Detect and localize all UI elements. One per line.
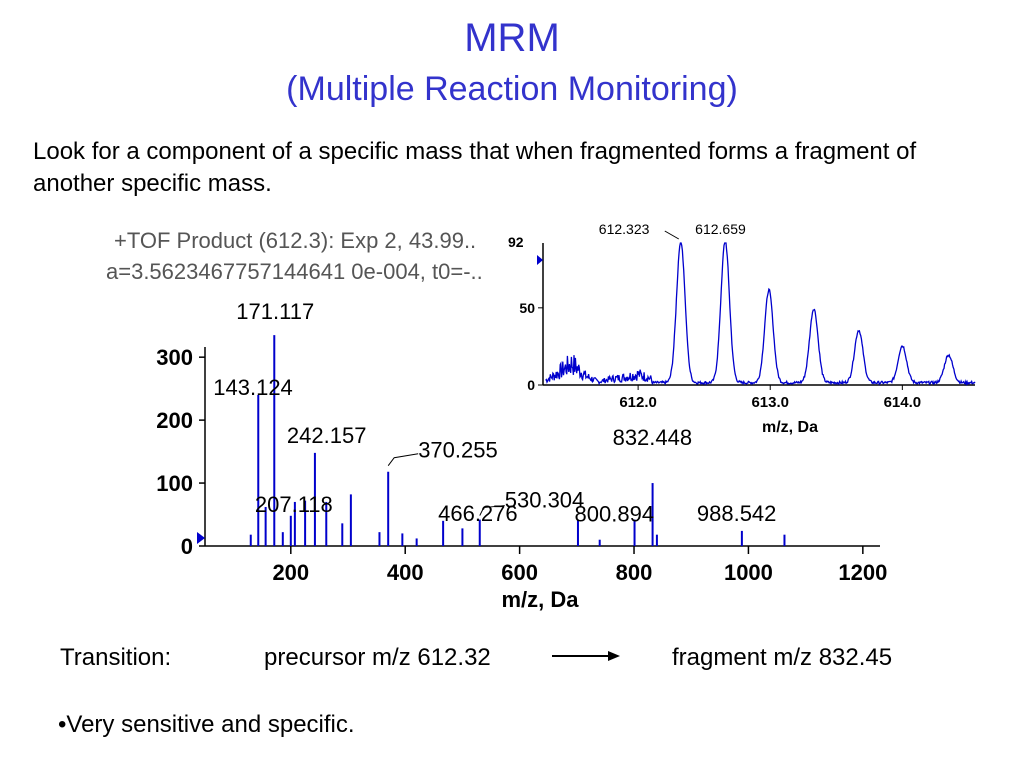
main-x-tick-label: 800 <box>616 560 653 585</box>
main-axis-marker-icon <box>197 532 205 544</box>
inset-peak-label: 612.323 <box>599 221 650 237</box>
fragment-text: fragment m/z 832.45 <box>672 644 893 671</box>
inset-x-tick-label: 614.0 <box>884 394 922 411</box>
label-leader-line <box>479 505 505 516</box>
peak-label: 832.448 <box>613 425 693 450</box>
spectrum-header-line-2: a=3.5623467757144641 0e-004, t0=-.. <box>106 259 483 284</box>
main-x-tick-label: 400 <box>387 560 424 585</box>
inset-x-tick-label: 612.0 <box>619 394 657 411</box>
peak-label: 242.157 <box>287 423 367 448</box>
slide-title: MRM <box>464 16 560 60</box>
product-ion-spectrum: +TOF Product (612.3): Exp 2, 43.99.. a=3… <box>106 228 887 612</box>
inset-x-axis-label: m/z, Da <box>762 419 818 436</box>
spectrum-header-line-1: +TOF Product (612.3): Exp 2, 43.99.. <box>114 228 476 253</box>
peak-label: 800.894 <box>575 502 655 527</box>
inset-x-tick-label: 613.0 <box>751 394 789 411</box>
main-x-tick-label: 1200 <box>838 560 887 585</box>
main-x-tick-label: 1000 <box>724 560 773 585</box>
label-leader-line <box>664 230 680 240</box>
peak-label: 171.117 <box>236 299 314 324</box>
precursor-spectrum-inset: 92 0 50 612.0 613.0 614.0 612.323 612.659 m/z, … <box>508 221 976 436</box>
transition-row: Transition: precursor m/z 612.32 fragmen… <box>60 644 960 674</box>
slide-subtitle: (Multiple Reaction Monitoring) <box>286 70 738 108</box>
peak-label: 466.276 <box>438 501 518 526</box>
main-x-tick-label: 200 <box>272 560 309 585</box>
intro-text: Look for a component of a specific mass … <box>33 138 917 197</box>
main-y-tick-label: 100 <box>156 471 193 496</box>
peak-label: 988.542 <box>697 501 777 526</box>
inset-spectrum-line <box>545 242 976 387</box>
main-x-tick-label: 600 <box>501 560 538 585</box>
main-y-tick-label: 300 <box>156 345 193 370</box>
main-y-tick-label: 200 <box>156 408 193 433</box>
inset-y-tick-label: 0 <box>527 377 535 393</box>
peak-label: 370.255 <box>418 438 498 463</box>
label-leader-line <box>387 453 419 467</box>
peak-label: 530.304 <box>505 488 585 513</box>
peak-label: 143.124 <box>213 375 293 400</box>
precursor-text: precursor m/z 612.32 <box>264 644 491 671</box>
inset-peak-label: 612.659 <box>695 221 746 237</box>
bullet-point: •Very sensitive and specific. <box>58 711 355 738</box>
main-x-axis-label: m/z, Da <box>501 587 579 612</box>
inset-y-tick-label: 50 <box>519 300 535 316</box>
peak-label: 207.118 <box>255 492 333 517</box>
transition-arrow-icon <box>552 651 620 661</box>
inset-axis-marker-icon <box>537 255 543 265</box>
transition-label: Transition: <box>60 644 172 671</box>
inset-y-max-label: 92 <box>508 234 524 250</box>
main-y-tick-label: 0 <box>181 534 193 559</box>
